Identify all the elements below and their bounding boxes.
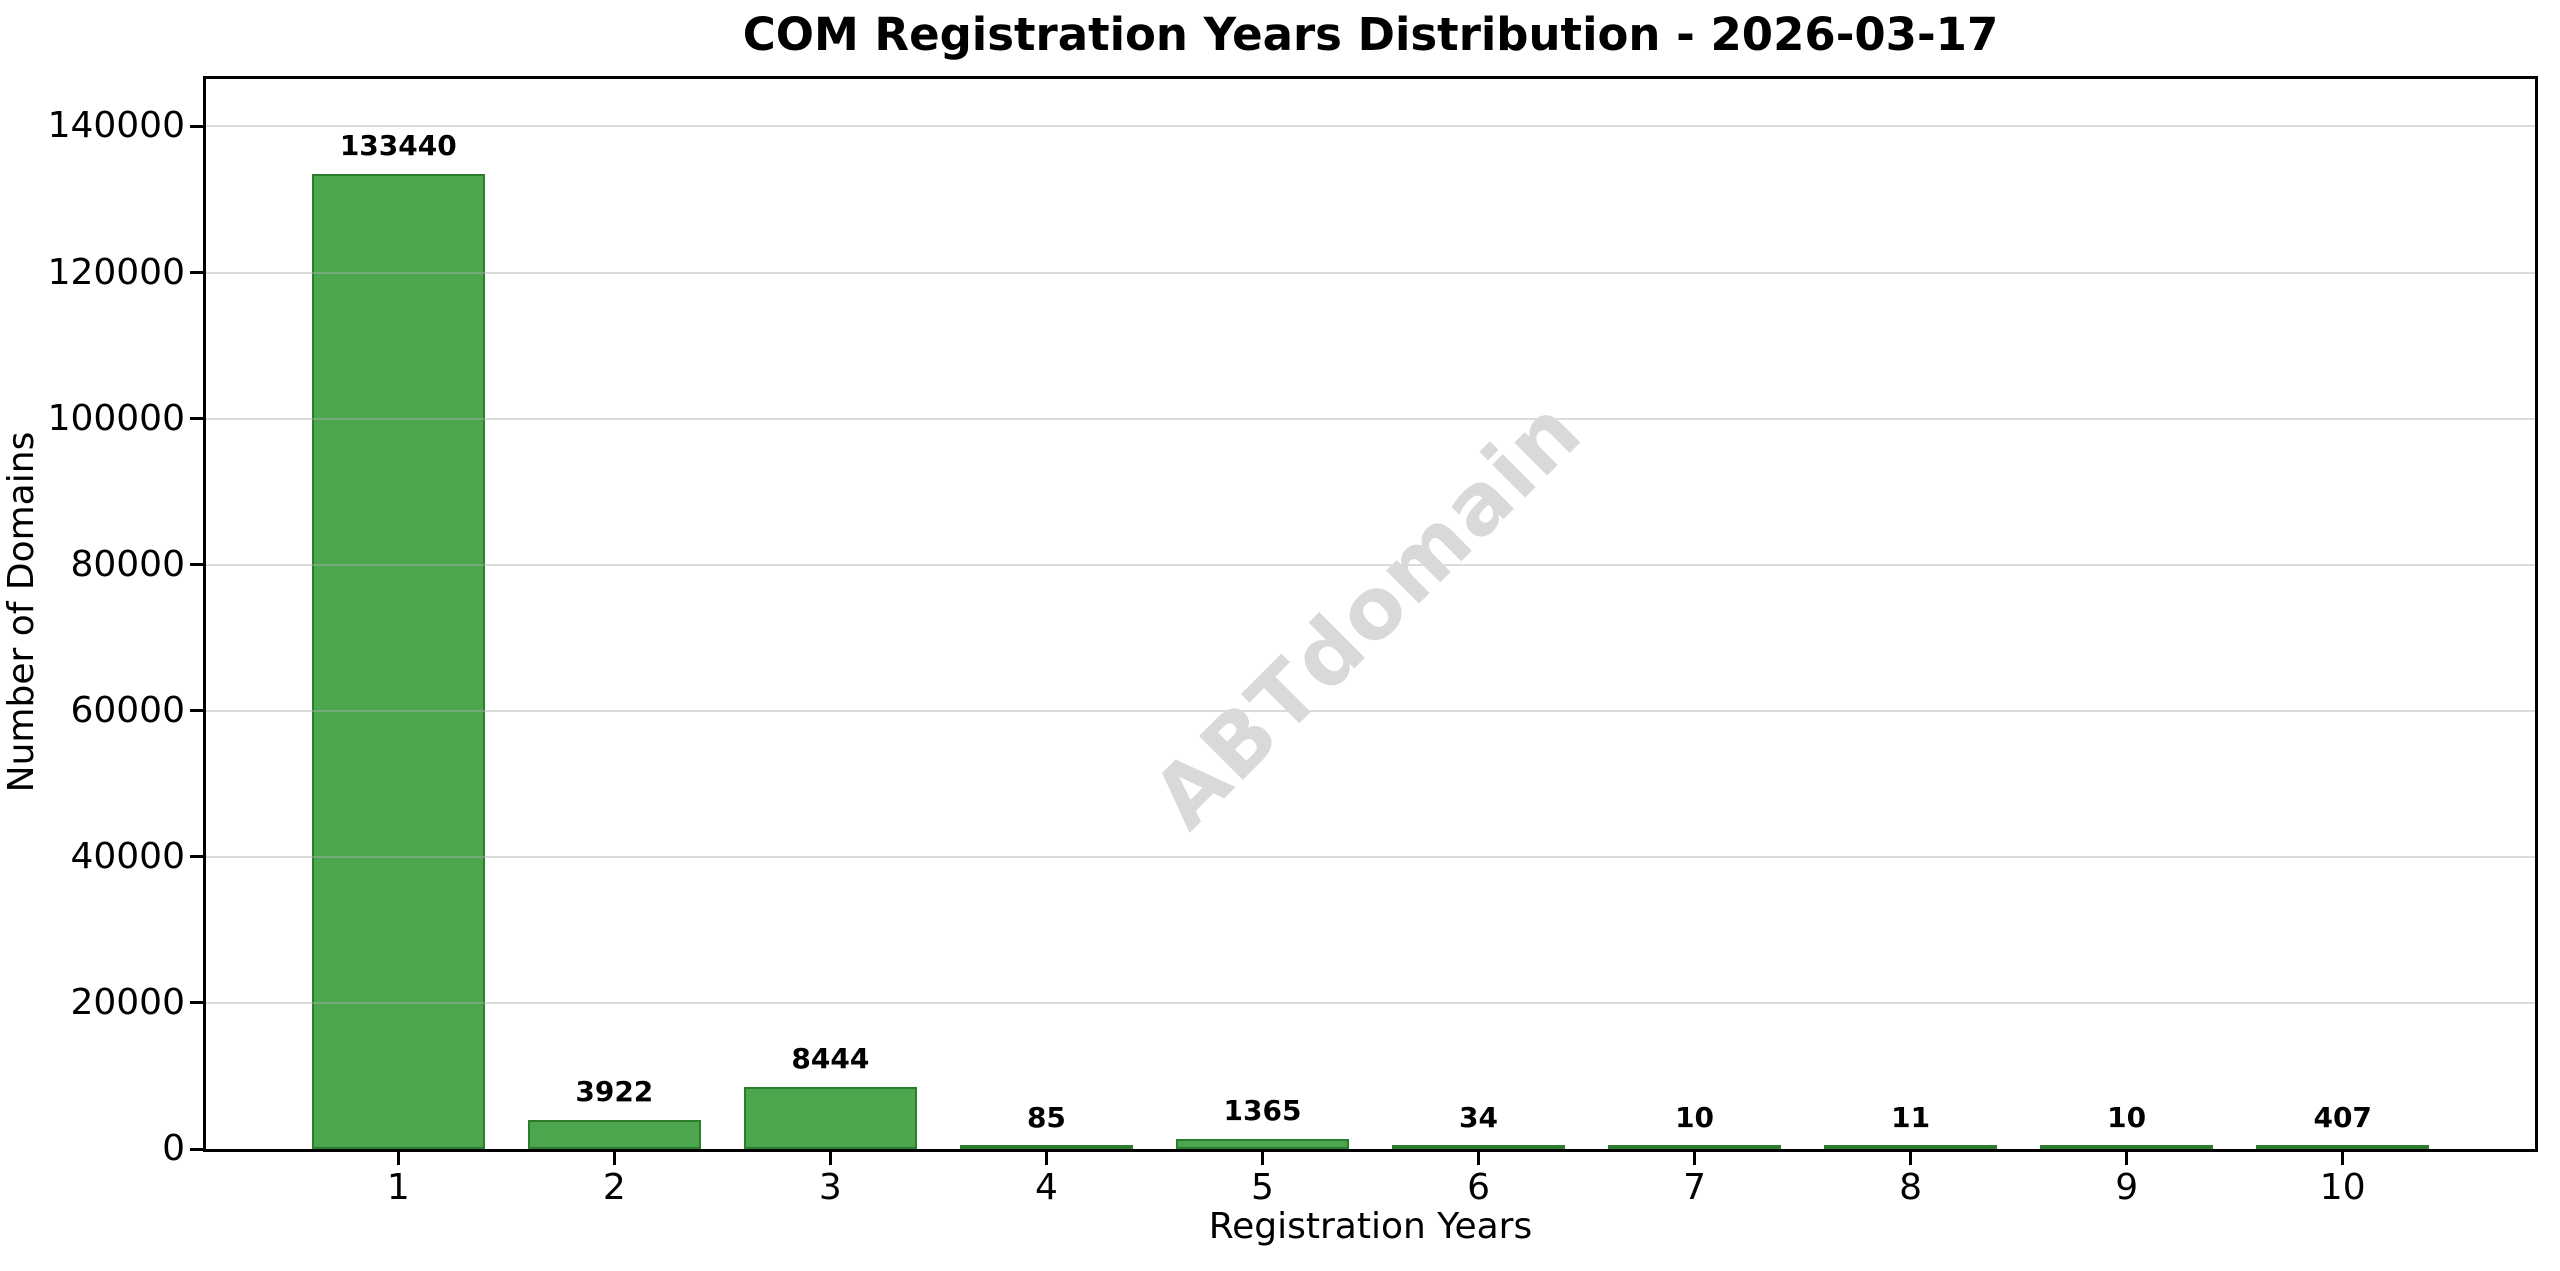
y-tick-mark bbox=[190, 124, 203, 128]
x-tick-mark bbox=[2341, 1152, 2345, 1165]
bar-value-label: 10 bbox=[1675, 1101, 1715, 1134]
y-tick-mark bbox=[190, 271, 203, 275]
y-tick-mark bbox=[190, 1147, 203, 1151]
bar bbox=[1824, 1145, 1998, 1149]
y-tick-mark bbox=[190, 1001, 203, 1005]
y-tick-mark bbox=[190, 417, 203, 421]
y-tick-label: 80000 bbox=[70, 543, 185, 585]
y-tick-mark bbox=[190, 709, 203, 713]
x-tick-mark bbox=[1477, 1152, 1481, 1165]
chart-title: COM Registration Years Distribution - 20… bbox=[742, 8, 1999, 61]
x-tick-label: 2 bbox=[602, 1167, 626, 1208]
bar-value-label: 133440 bbox=[339, 129, 457, 163]
bar bbox=[743, 1087, 917, 1149]
gridline bbox=[206, 563, 2535, 566]
bar bbox=[527, 1120, 701, 1149]
x-tick-mark bbox=[1044, 1152, 1048, 1165]
bar-value-label: 11 bbox=[1891, 1101, 1931, 1134]
bar-value-label: 407 bbox=[2313, 1101, 2372, 1134]
x-tick-label: 4 bbox=[1034, 1167, 1058, 1208]
bar-value-label: 8444 bbox=[791, 1042, 870, 1076]
bar bbox=[1392, 1145, 1565, 1149]
gridline bbox=[206, 125, 2535, 128]
bar-value-label: 85 bbox=[1026, 1101, 1066, 1134]
x-tick-label: 7 bbox=[1683, 1167, 1707, 1208]
x-tick-mark bbox=[1693, 1152, 1697, 1165]
watermark-text: ABTdomain bbox=[1134, 381, 1602, 849]
x-tick-label: 6 bbox=[1467, 1167, 1490, 1208]
x-tick-label: 3 bbox=[818, 1167, 842, 1208]
plot-area: ABTdomain 133440 3922 8444 85 1365 34 10 11 10 40… bbox=[203, 76, 2538, 1152]
gridline bbox=[206, 855, 2535, 858]
y-tick-label: 120000 bbox=[47, 251, 185, 293]
y-tick-label: 20000 bbox=[70, 981, 185, 1023]
y-tick-label: 0 bbox=[162, 1128, 185, 1169]
x-tick-mark bbox=[1909, 1152, 1913, 1165]
bar bbox=[960, 1145, 1133, 1149]
gridline bbox=[206, 709, 2535, 712]
bar-value-label: 34 bbox=[1459, 1101, 1498, 1134]
bar bbox=[1608, 1145, 1781, 1149]
x-tick-mark bbox=[2125, 1152, 2129, 1165]
y-tick-mark bbox=[190, 563, 203, 567]
y-tick-label: 60000 bbox=[70, 689, 185, 731]
bar bbox=[1176, 1139, 1349, 1149]
gridline bbox=[206, 417, 2535, 420]
bar bbox=[2040, 1145, 2214, 1149]
gridline bbox=[206, 271, 2535, 274]
bar-value-label: 10 bbox=[2107, 1101, 2147, 1134]
x-tick-label: 8 bbox=[1899, 1167, 1923, 1208]
bar bbox=[311, 174, 485, 1149]
x-tick-mark bbox=[396, 1152, 400, 1165]
bar-value-label: 1365 bbox=[1223, 1094, 1302, 1128]
x-tick-label: 1 bbox=[386, 1167, 410, 1208]
bar bbox=[2256, 1145, 2430, 1149]
x-tick-label: 9 bbox=[2115, 1167, 2139, 1208]
bar-value-label: 3922 bbox=[575, 1075, 654, 1109]
x-axis-label: Registration Years bbox=[1208, 1206, 1533, 1247]
x-tick-label: 5 bbox=[1251, 1167, 1274, 1208]
y-tick-label: 140000 bbox=[47, 105, 185, 147]
x-tick-mark bbox=[828, 1152, 832, 1165]
y-tick-label: 40000 bbox=[70, 835, 185, 877]
x-tick-label: 10 bbox=[2319, 1167, 2366, 1208]
gridline bbox=[206, 1001, 2535, 1004]
x-tick-mark bbox=[1260, 1152, 1264, 1165]
y-tick-mark bbox=[190, 855, 203, 859]
y-tick-label: 100000 bbox=[47, 397, 185, 439]
x-tick-mark bbox=[612, 1152, 616, 1165]
